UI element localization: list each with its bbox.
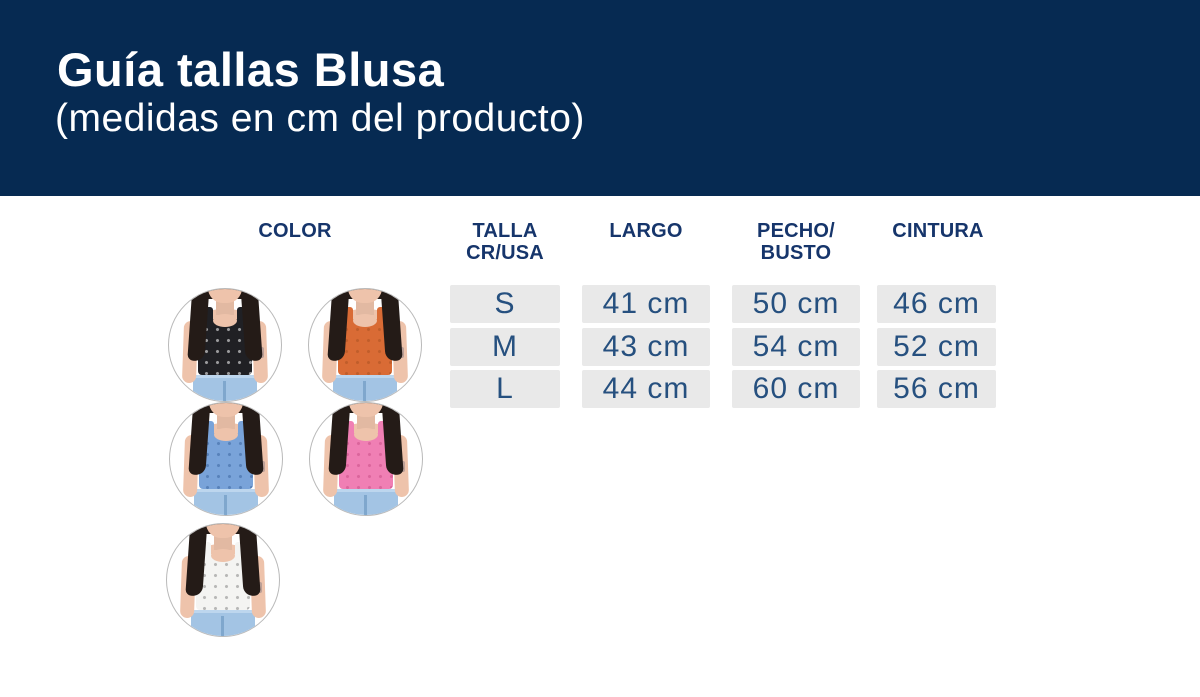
model-face [349, 403, 383, 417]
tank-strap-left [344, 421, 354, 439]
size-cell-m: M [450, 328, 560, 366]
largo-cell-s: 41 cm [582, 285, 710, 323]
model-photo-orange-top [308, 288, 422, 402]
page-subtitle: (medidas en cm del producto) [55, 97, 585, 140]
largo-cell-m: 43 cm [582, 328, 710, 366]
column-header-cintura-line1: CINTURA [892, 220, 984, 242]
column-header-pecho-line1: PECHO/ [757, 220, 835, 242]
column-header-cintura: CINTURA [863, 220, 1013, 242]
column-header-talla-line2: CR/USA [466, 242, 544, 264]
model-neck [357, 413, 375, 429]
column-header-talla-line1: TALLA [472, 220, 538, 242]
model-face [209, 403, 243, 417]
model-neckline-skin [354, 428, 378, 441]
model-photo-pink-top [309, 402, 423, 516]
jeans-seam [364, 495, 367, 515]
column-header-largo: LARGO [571, 220, 721, 242]
tank-strap-left [343, 307, 353, 325]
model-face [208, 289, 242, 303]
column-header-talla: TALLA CR/USA [430, 220, 580, 264]
model-neck [217, 413, 235, 429]
tank-strap-left [201, 542, 211, 560]
cintura-cell-m: 52 cm [877, 328, 996, 366]
pecho-cell-m: 54 cm [732, 328, 860, 366]
model-neck [214, 534, 232, 550]
size-cell-l: L [450, 370, 560, 408]
column-header-color: COLOR [258, 220, 332, 242]
column-header-pecho-busto: PECHO/ BUSTO [721, 220, 871, 264]
model-photo-white-top [166, 523, 280, 637]
model-face [206, 524, 240, 538]
model-face [348, 289, 382, 303]
cintura-cell-s: 46 cm [877, 285, 996, 323]
page-title: Guía tallas Blusa [57, 43, 445, 96]
model-neck [216, 299, 234, 315]
model-neckline-skin [211, 549, 235, 562]
model-neckline-skin [353, 314, 377, 327]
jeans-seam [224, 495, 227, 515]
jeans-seam [223, 381, 226, 401]
cintura-cell-l: 56 cm [877, 370, 996, 408]
model-photo-black-top [168, 288, 282, 402]
size-cell-s: S [450, 285, 560, 323]
model-neckline-skin [213, 314, 237, 327]
pecho-cell-s: 50 cm [732, 285, 860, 323]
header-banner: Guía tallas Blusa (medidas en cm del pro… [0, 0, 1200, 196]
jeans-seam [221, 616, 224, 636]
tank-strap-left [204, 421, 214, 439]
jeans-seam [363, 381, 366, 401]
model-neckline-skin [214, 428, 238, 441]
model-photo-blue-top [169, 402, 283, 516]
pecho-cell-l: 60 cm [732, 370, 860, 408]
largo-cell-l: 44 cm [582, 370, 710, 408]
column-header-largo-line1: LARGO [609, 220, 683, 242]
model-neck [356, 299, 374, 315]
tank-strap-left [203, 307, 213, 325]
column-header-pecho-line2: BUSTO [760, 242, 832, 264]
